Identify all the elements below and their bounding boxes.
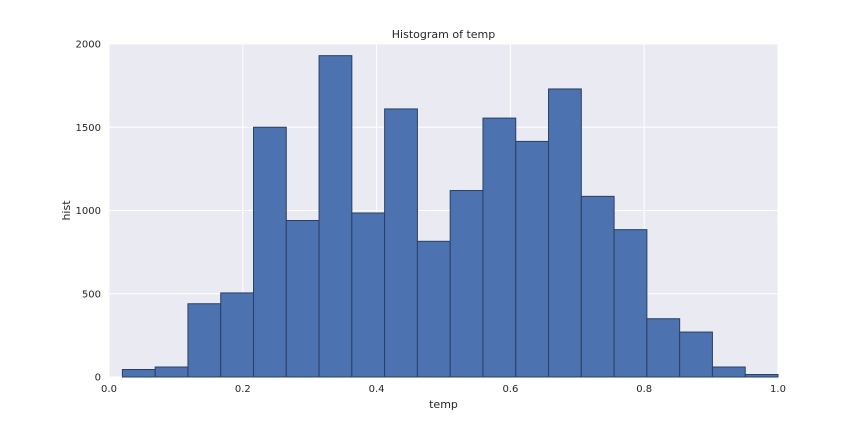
histogram-bar [352,213,385,377]
y-axis-ticks: 0 500 1000 1500 2000 [76,40,101,384]
x-tick-label: 0.8 [636,384,652,395]
x-tick-label: 1.0 [770,384,786,395]
y-axis-label: hist [60,200,73,221]
histogram-bar [581,196,614,377]
histogram-bar [385,109,418,377]
y-tick-label: 0 [95,373,101,384]
x-axis-ticks: 0.0 0.2 0.4 0.6 0.8 1.0 [101,384,786,395]
histogram-bar [122,370,155,377]
histogram-bar [614,230,647,377]
histogram-bar [417,241,450,377]
y-tick-label: 1000 [76,206,101,217]
chart-title: Histogram of temp [392,28,495,41]
histogram-bar [680,332,713,377]
histogram-bar [221,293,254,377]
histogram-bar [319,56,352,377]
x-tick-label: 0.4 [369,384,385,395]
y-tick-label: 1500 [76,123,101,134]
x-tick-label: 0.6 [502,384,518,395]
y-tick-label: 500 [82,289,101,300]
histogram-bar [745,375,778,377]
x-tick-label: 0.0 [101,384,117,395]
histogram-bar [712,367,745,377]
y-tick-label: 2000 [76,40,101,51]
histogram-bar [549,89,582,377]
histogram-bar [286,220,319,377]
histogram-bar [647,319,680,377]
histogram-bar [254,127,287,377]
histogram-bar [188,304,221,377]
x-axis-label: temp [429,398,458,411]
histogram-bar [155,367,188,377]
histogram-bar [516,141,549,377]
x-tick-label: 0.2 [235,384,251,395]
histogram-bar [483,118,516,377]
histogram-bar [450,191,483,377]
